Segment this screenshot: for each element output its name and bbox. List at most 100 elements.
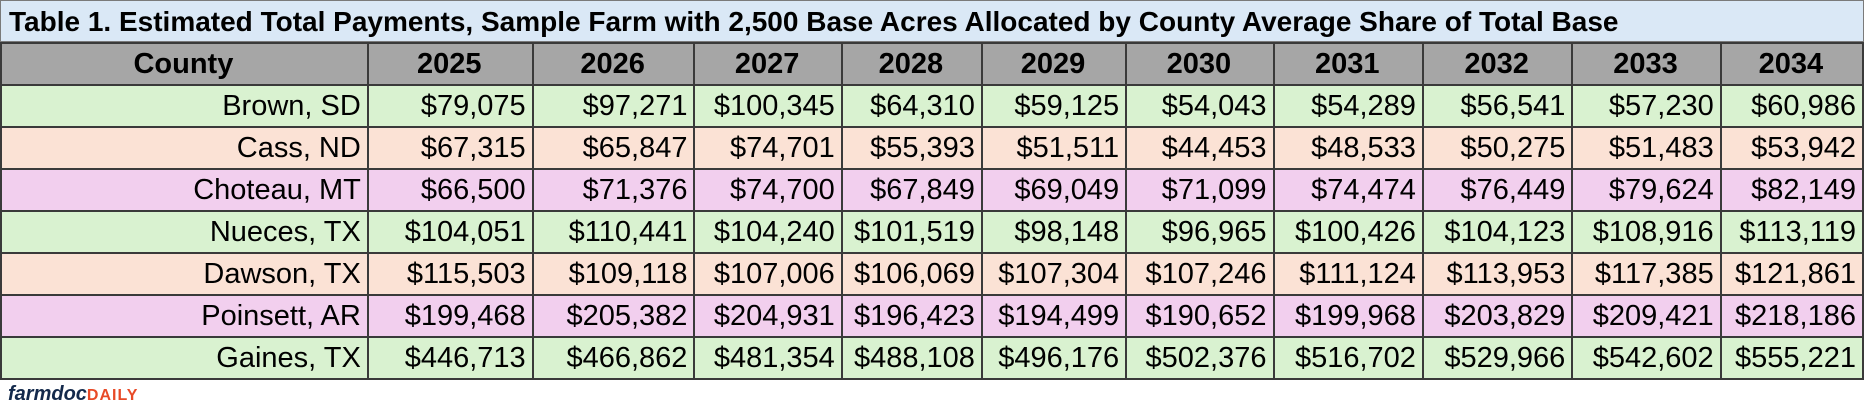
- payment-cell: $108,916: [1571, 210, 1722, 254]
- table-row: Nueces, TX $104,051 $110,441 $104,240 $101,5…: [0, 210, 1865, 254]
- payment-cell: $107,304: [980, 252, 1128, 296]
- payment-cell: $194,499: [980, 294, 1128, 338]
- column-header-year: 2029: [980, 42, 1128, 86]
- payment-cell: $117,385: [1571, 252, 1722, 296]
- payment-cell: $104,051: [366, 210, 534, 254]
- table-row: Dawson, TX $115,503 $109,118 $107,006 $106,0…: [0, 252, 1865, 296]
- column-header-year: 2028: [840, 42, 983, 86]
- payment-cell: $466,862: [531, 336, 696, 380]
- payment-cell: $51,511: [980, 126, 1128, 170]
- payment-cell: $64,310: [840, 84, 983, 128]
- header-row: County 2025 2026 2027 2028 2029 2030 2031 2032 20…: [0, 42, 1865, 86]
- column-header-year: 2033: [1571, 42, 1722, 86]
- county-cell: Cass, ND: [0, 126, 369, 170]
- column-header-year: 2027: [693, 42, 843, 86]
- payment-cell: $71,099: [1125, 168, 1275, 212]
- payment-cell: $107,006: [693, 252, 843, 296]
- payment-cell: $65,847: [531, 126, 696, 170]
- payment-cell: $54,289: [1272, 84, 1424, 128]
- payment-cell: $113,119: [1719, 210, 1865, 254]
- payment-cell: $69,049: [980, 168, 1128, 212]
- payment-cell: $50,275: [1421, 126, 1574, 170]
- county-cell: Choteau, MT: [0, 168, 369, 212]
- payment-cell: $203,829: [1421, 294, 1574, 338]
- table-row: Gaines, TX $446,713 $466,862 $481,354 $488,1…: [0, 336, 1865, 380]
- table-body: Brown, SD $79,075 $97,271 $100,345 $64,310 $5…: [0, 84, 1865, 380]
- county-cell: Gaines, TX: [0, 336, 369, 380]
- payment-cell: $218,186: [1719, 294, 1865, 338]
- payment-cell: $542,602: [1571, 336, 1722, 380]
- payment-cell: $60,986: [1719, 84, 1865, 128]
- logo-text-daily: DAILY: [86, 387, 139, 404]
- table-title: Table 1. Estimated Total Payments, Sampl…: [0, 0, 1864, 42]
- payment-cell: $209,421: [1571, 294, 1722, 338]
- payment-cell: $110,441: [531, 210, 696, 254]
- payment-cell: $79,624: [1571, 168, 1722, 212]
- payment-cell: $55,393: [840, 126, 983, 170]
- payment-cell: $44,453: [1125, 126, 1275, 170]
- payment-cell: $79,075: [366, 84, 534, 128]
- payment-cell: $56,541: [1421, 84, 1574, 128]
- column-header-year: 2032: [1421, 42, 1574, 86]
- payment-cell: $204,931: [693, 294, 843, 338]
- payment-cell: $496,176: [980, 336, 1128, 380]
- payment-cell: $67,849: [840, 168, 983, 212]
- payment-cell: $199,468: [366, 294, 534, 338]
- payment-cell: $488,108: [840, 336, 983, 380]
- payment-cell: $59,125: [980, 84, 1128, 128]
- payment-cell: $113,953: [1421, 252, 1574, 296]
- payment-cell: $97,271: [531, 84, 696, 128]
- payment-cell: $54,043: [1125, 84, 1275, 128]
- payment-cell: $516,702: [1272, 336, 1424, 380]
- payment-cell: $106,069: [840, 252, 983, 296]
- county-cell: Brown, SD: [0, 84, 369, 128]
- payment-cell: $481,354: [693, 336, 843, 380]
- payment-cell: $446,713: [366, 336, 534, 380]
- payment-cell: $199,968: [1272, 294, 1424, 338]
- payment-cell: $74,700: [693, 168, 843, 212]
- payment-cell: $111,124: [1272, 252, 1424, 296]
- column-header-year: 2030: [1125, 42, 1275, 86]
- payment-cell: $74,474: [1272, 168, 1424, 212]
- column-header-year: 2031: [1272, 42, 1424, 86]
- column-header-year: 2025: [366, 42, 534, 86]
- payment-cell: $529,966: [1421, 336, 1574, 380]
- payment-cell: $101,519: [840, 210, 983, 254]
- table-row: Poinsett, AR $199,468 $205,382 $204,931 $196…: [0, 294, 1865, 338]
- logo-text-farmdoc: farmdoc: [8, 383, 87, 405]
- payment-cell: $66,500: [366, 168, 534, 212]
- payment-cell: $100,426: [1272, 210, 1424, 254]
- payment-cell: $98,148: [980, 210, 1128, 254]
- payment-cell: $109,118: [531, 252, 696, 296]
- payments-table: County 2025 2026 2027 2028 2029 2030 2031 2032 20…: [0, 42, 1865, 380]
- payment-cell: $104,123: [1421, 210, 1574, 254]
- payment-cell: $121,861: [1719, 252, 1865, 296]
- table-row: Brown, SD $79,075 $97,271 $100,345 $64,310 $5…: [0, 84, 1865, 128]
- payment-cell: $115,503: [366, 252, 534, 296]
- farmdoc-daily-logo: farmdocDAILY: [8, 384, 138, 404]
- column-header-year: 2034: [1719, 42, 1865, 86]
- payment-cell: $48,533: [1272, 126, 1424, 170]
- payment-cell: $107,246: [1125, 252, 1275, 296]
- county-cell: Poinsett, AR: [0, 294, 369, 338]
- payment-cell: $57,230: [1571, 84, 1722, 128]
- payment-cell: $96,965: [1125, 210, 1275, 254]
- payment-cell: $74,701: [693, 126, 843, 170]
- payment-cell: $205,382: [531, 294, 696, 338]
- payment-cell: $76,449: [1421, 168, 1574, 212]
- payment-cell: $53,942: [1719, 126, 1865, 170]
- payment-cell: $71,376: [531, 168, 696, 212]
- payment-cell: $555,221: [1719, 336, 1865, 380]
- payment-cell: $51,483: [1571, 126, 1722, 170]
- payment-cell: $196,423: [840, 294, 983, 338]
- county-cell: Nueces, TX: [0, 210, 369, 254]
- payment-cell: $67,315: [366, 126, 534, 170]
- table-row: Cass, ND $67,315 $65,847 $74,701 $55,393 $51,…: [0, 126, 1865, 170]
- county-cell: Dawson, TX: [0, 252, 369, 296]
- payment-cell: $104,240: [693, 210, 843, 254]
- payment-cell: $502,376: [1125, 336, 1275, 380]
- column-header-county: County: [0, 42, 369, 86]
- payment-cell: $100,345: [693, 84, 843, 128]
- column-header-year: 2026: [531, 42, 696, 86]
